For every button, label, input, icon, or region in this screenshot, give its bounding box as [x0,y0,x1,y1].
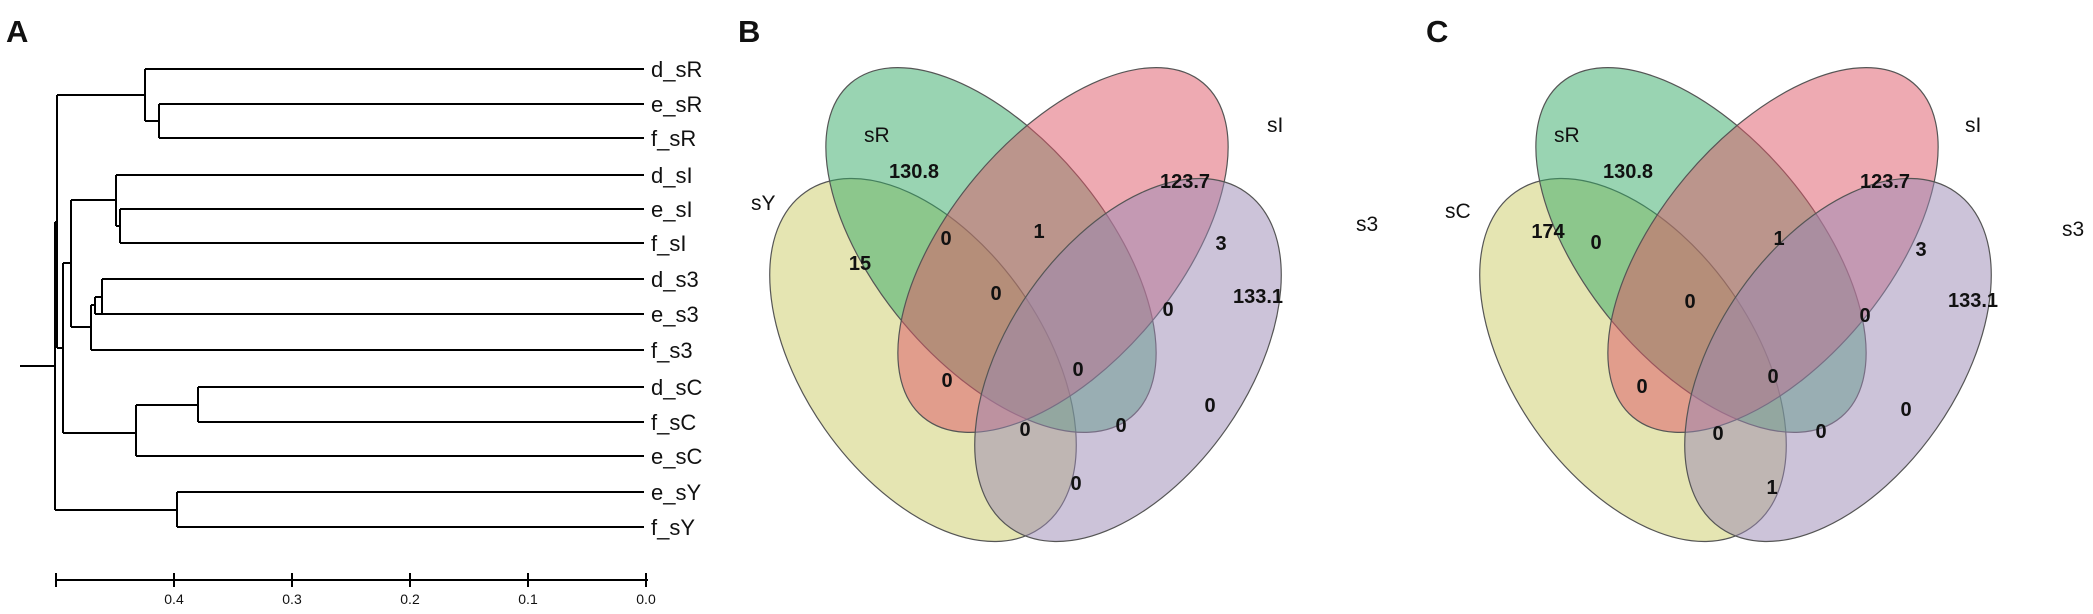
venn-region-value: 0 [1900,399,1911,421]
ellipse-set-4 [974,177,1282,543]
venn-region-value: 0 [1162,299,1173,321]
leaf-label: f_sI [651,231,686,256]
leaf-label: f_sC [651,410,696,435]
leaf-label: d_sC [651,375,702,400]
leaf-label: e_sR [651,92,702,117]
leaf-label: d_s3 [651,267,699,292]
venn-region-value: 130.8 [1603,161,1653,183]
venn-region-value: 133.1 [1233,286,1283,308]
venn-set-label: s3 [2062,218,2084,241]
scale-tick-label: 0.0 [636,591,656,607]
scale-axis: 0.4 0.3 0.2 0.1 0.0 [55,573,656,607]
venn-region-value: 0 [1115,415,1126,437]
scale-tick-label: 0.3 [282,591,302,607]
venn-region-value: 0 [1072,359,1083,381]
leaf-label: f_sY [651,515,695,540]
venn-region-value: 15 [849,253,871,275]
venn-region-value: 0 [990,283,1001,305]
venn-region-value: 0 [1815,421,1826,443]
venn-region-value: 0 [940,228,951,250]
leaf-label: d_sI [651,163,693,188]
venn-region-value: 0 [1019,419,1030,441]
venn-set-label: sR [864,124,890,147]
venn-set-label: sR [1554,124,1580,147]
scale-tick-label: 0.1 [518,591,538,607]
leaf-label: e_sY [651,480,701,505]
venn-set-label: sY [751,192,776,215]
panel-label-a: A [6,14,28,49]
venn-region-value: 0 [1204,395,1215,417]
venn-region-value: 0 [1070,473,1081,495]
venn-region-value: 0 [1636,376,1647,398]
dendrogram: d_sR e_sR f_sR d_sI e_sI f_sI d_s3 e_s3 … [20,57,702,607]
venn-region-value: 133.1 [1948,290,1998,312]
venn-region-value: 3 [1915,239,1926,261]
venn-region-value: 130.8 [889,161,939,183]
venn-region-value: 1 [1033,221,1044,243]
ellipse-set-4 [1684,177,1992,543]
scale-tick-label: 0.2 [400,591,420,607]
leaf-label: d_sR [651,57,702,82]
venn-region-value: 3 [1215,233,1226,255]
venn-set-label: sI [1267,114,1283,137]
leaf-label: e_sI [651,197,693,222]
venn-region-value: 123.7 [1160,171,1210,193]
venn-set-label: sC [1445,200,1471,223]
venn-region-value: 1 [1766,477,1777,499]
scale-tick-label: 0.4 [164,591,184,607]
venn-region-value: 123.7 [1860,171,1910,193]
venn-region-value: 0 [1684,291,1695,313]
venn-set-label: s3 [1356,213,1378,236]
venn-region-value: 0 [1712,423,1723,445]
panel-label-b: B [738,14,760,49]
panel-label-c: C [1426,14,1448,49]
leaf-label: e_s3 [651,302,699,327]
leaf-label: e_sC [651,444,702,469]
venn-region-value: 0 [1859,305,1870,327]
venn-region-value: 0 [1590,232,1601,254]
venn-region-value: 1 [1773,228,1784,250]
leaf-label: f_sR [651,126,696,151]
venn-diagram-b: sY sR sI s3 15 130.8 123.7 133.1 1 3 0 0… [751,67,1378,543]
venn-diagram-c: sC sR sI s3 174 130.8 123.7 133.1 1 3 0 … [1445,67,2084,543]
venn-set-label: sI [1965,114,1981,137]
venn-region-value: 174 [1531,221,1565,243]
leaf-label: f_s3 [651,338,693,363]
venn-region-value: 0 [1767,366,1778,388]
venn-region-value: 0 [941,370,952,392]
